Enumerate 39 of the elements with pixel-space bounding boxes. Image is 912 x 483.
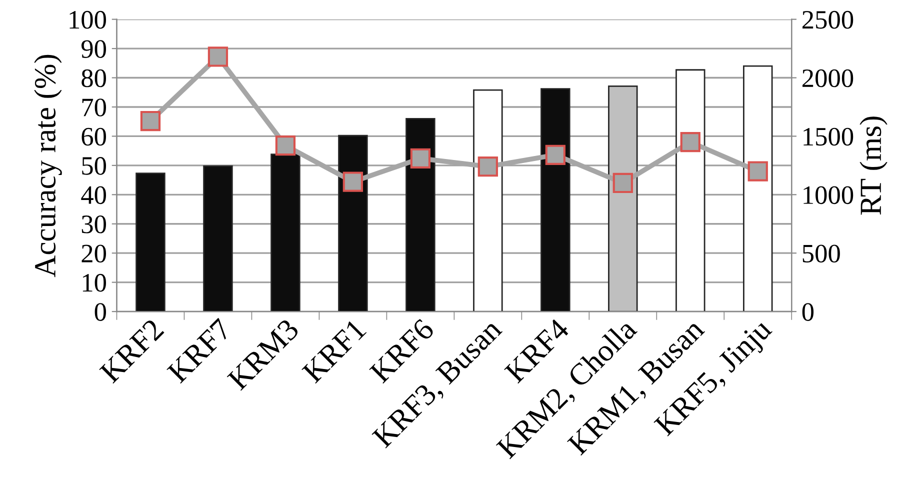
y-tick-label: 70 xyxy=(82,98,106,116)
y2-tick-label: 500 xyxy=(802,244,840,263)
y2-tick-label: 0 xyxy=(802,303,814,321)
y-tick-label: 60 xyxy=(82,128,106,146)
bar xyxy=(406,118,436,312)
y2-tick-label: 2500 xyxy=(802,10,854,29)
bar xyxy=(473,89,503,312)
y-tick-label: 0 xyxy=(94,303,106,321)
y-tick-label: 20 xyxy=(82,244,106,263)
y-tick-label: 100 xyxy=(70,10,106,29)
bar xyxy=(136,172,166,312)
bar xyxy=(608,86,638,312)
y2-tick-label: 1500 xyxy=(804,128,854,146)
y2-tick-label: 1000 xyxy=(804,186,854,204)
bar xyxy=(270,154,300,312)
y-tick-label: 90 xyxy=(81,40,106,58)
point xyxy=(208,46,228,67)
point xyxy=(748,161,768,182)
y2-axis-title: RT (ms) xyxy=(860,116,888,215)
y-tick-label: 40 xyxy=(81,186,106,204)
point xyxy=(342,172,364,192)
y-tick-label: 50 xyxy=(82,157,106,175)
bar xyxy=(338,134,368,312)
bar xyxy=(540,88,570,312)
y2-tick-label: 2000 xyxy=(802,69,854,88)
point xyxy=(478,156,498,177)
point xyxy=(680,132,700,152)
bar xyxy=(743,65,773,312)
bar xyxy=(203,165,233,312)
point xyxy=(545,144,566,165)
point xyxy=(140,110,161,132)
y-tick-label: 80 xyxy=(82,69,106,88)
y-tick-label: 30 xyxy=(82,215,106,234)
point xyxy=(275,135,296,156)
point xyxy=(612,172,633,194)
point xyxy=(410,148,431,168)
bar xyxy=(676,69,706,312)
y-axis-title: Accuracy rate (%) xyxy=(34,54,62,278)
y-tick-label: 10 xyxy=(82,274,106,292)
